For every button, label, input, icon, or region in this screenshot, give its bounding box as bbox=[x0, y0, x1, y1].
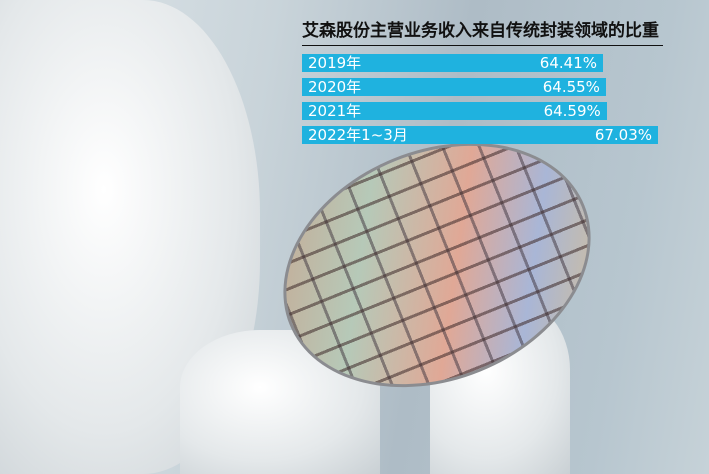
bar: 2021年 64.59% bbox=[302, 102, 607, 120]
chart-title: 艾森股份主营业务收入来自传统封装领域的比重 bbox=[302, 21, 659, 41]
value-label: 64.59% bbox=[543, 102, 601, 120]
bar: 2022年1~3月 67.03% bbox=[302, 126, 659, 144]
value-label: 64.41% bbox=[539, 54, 597, 72]
category-label: 2022年1~3月 bbox=[308, 126, 408, 144]
value-label: 64.55% bbox=[542, 78, 600, 96]
category-label: 2019年 bbox=[308, 54, 362, 72]
category-label: 2021年 bbox=[308, 102, 362, 120]
bar: 2019年 64.41% bbox=[302, 54, 603, 72]
value-label: 67.03% bbox=[594, 126, 653, 144]
category-label: 2020年 bbox=[308, 78, 362, 96]
title-underline bbox=[302, 45, 663, 46]
bar: 2020年 64.55% bbox=[302, 78, 606, 96]
